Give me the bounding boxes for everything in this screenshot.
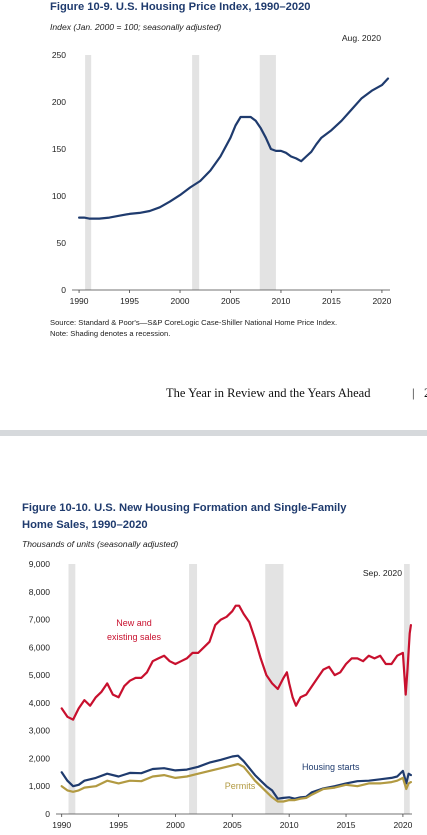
recession-band [68, 564, 76, 814]
x-tick-label: 2010 [272, 296, 291, 306]
recession-band [85, 55, 92, 290]
chart-source: Source: Standard & Poor's—S&P CoreLogic … [50, 318, 338, 327]
y-tick-label: 8,000 [29, 587, 51, 597]
chart-annotation: Aug. 2020 [342, 33, 381, 43]
series-label-permits: Permits [225, 781, 256, 791]
housing-price-index-chart: 0 50 100 150 200 250 1990 1995 2000 2005 2010 2015 2… [52, 33, 392, 306]
y-tick-label: 0 [45, 809, 50, 819]
chart-title-line2: Home Sales, 1990–2020 [22, 519, 148, 531]
recession-band [192, 55, 200, 290]
x-tick-label: 2000 [166, 820, 185, 830]
y-tick-label: 250 [52, 50, 66, 60]
x-tick-label: 2005 [221, 296, 240, 306]
series-label-sales-line1: New and [116, 618, 152, 628]
series-label-starts: Housing starts [302, 762, 360, 772]
y-tick-label: 7,000 [29, 615, 51, 625]
page-top: Figure 10-9. U.S. Housing Price Index, 1… [50, 1, 427, 401]
chart-title-line1: Figure 10-10. U.S. New Housing Formation… [22, 502, 347, 514]
x-tick-label: 1995 [120, 296, 139, 306]
x-tick-label: 2005 [223, 820, 242, 830]
y-tick-label: 0 [61, 285, 66, 295]
y-tick-label: 150 [52, 144, 66, 154]
y-tick-label: 4,000 [29, 698, 51, 708]
y-tick-label: 6,000 [29, 642, 51, 652]
running-header-separator: | [412, 386, 415, 400]
y-tick-label: 9,000 [29, 559, 51, 569]
series-line-2 [60, 762, 412, 803]
y-tick-label: 2,000 [29, 753, 51, 763]
x-tick-label: 2015 [337, 820, 356, 830]
y-tick-label: 50 [57, 238, 67, 248]
chart-title: Figure 10-9. U.S. Housing Price Index, 1… [50, 1, 311, 13]
y-tick-label: 5,000 [29, 670, 51, 680]
x-tick-label: 2020 [393, 820, 412, 830]
x-tick-label: 1995 [109, 820, 128, 830]
series-label-sales-line2: existing sales [107, 632, 162, 642]
series-line-0 [78, 77, 390, 220]
series-line-0 [60, 604, 412, 721]
page-gap [0, 430, 427, 436]
x-tick-label: 2000 [171, 296, 190, 306]
y-tick-label: 3,000 [29, 726, 51, 736]
y-tick-label: 200 [52, 97, 66, 107]
chart-subtitle: Thousands of units (seasonally adjusted) [22, 539, 179, 549]
x-tick-label: 1990 [52, 820, 71, 830]
recession-band [265, 564, 284, 814]
x-tick-label: 1990 [70, 296, 89, 306]
chart-note: Note: Shading denotes a recession. [50, 329, 171, 338]
chart-annotation: Sep. 2020 [363, 568, 402, 578]
series-line-1 [60, 754, 412, 800]
recession-band [189, 564, 198, 814]
running-page-number: 2 [424, 386, 427, 401]
x-tick-label: 2015 [322, 296, 341, 306]
recession-band [259, 55, 276, 290]
x-tick-label: 2020 [372, 296, 391, 306]
running-header: The Year in Review and the Years Ahead [166, 386, 371, 400]
x-tick-label: 2010 [280, 820, 299, 830]
y-tick-label: 1,000 [29, 781, 51, 791]
y-tick-label: 100 [52, 191, 66, 201]
chart-subtitle: Index (Jan. 2000 = 100; seasonally adjus… [50, 22, 222, 32]
